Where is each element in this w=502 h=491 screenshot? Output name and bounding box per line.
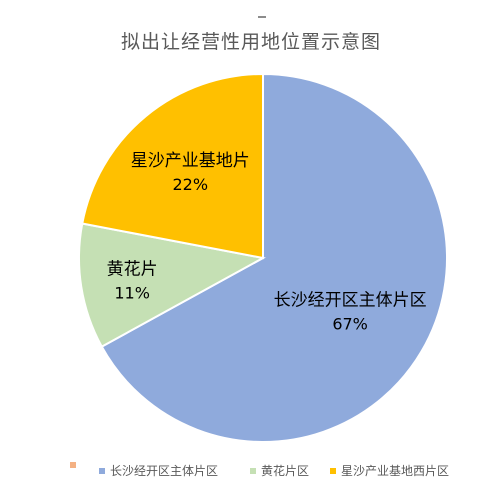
legend-swatch-2: [250, 467, 256, 474]
legend-item-0: [70, 462, 81, 468]
legend-label-1: 长沙经开区主体片区: [110, 464, 219, 478]
legend-item-3: 星沙产业基地西片区: [330, 462, 449, 479]
slice-value-label-2: 22%: [173, 175, 209, 194]
slice-label-0: 长沙经开区主体片区: [274, 291, 427, 311]
pie-slice-2: [81, 72, 264, 260]
legend-label-3: 星沙产业基地西片区: [341, 464, 450, 478]
legend-item-2: 黄花片区: [250, 462, 309, 479]
legend-swatch-1: [99, 467, 105, 474]
pie-slice-0: [100, 72, 448, 443]
legend-swatch-3: [330, 467, 336, 474]
slice-value-label-1: 11%: [114, 284, 150, 303]
slice-value-label-0: 67%: [332, 315, 368, 334]
title-accent-mark: [258, 16, 266, 18]
chart-title: 拟出让经营性用地位置示意图: [120, 31, 381, 53]
legend-item-1: 长沙经开区主体片区: [99, 462, 218, 479]
slice-label-2: 星沙产业基地片: [131, 151, 250, 171]
legend-swatch-0: [70, 462, 76, 468]
pie-slice-1: [78, 222, 266, 349]
legend-label-2: 黄花片区: [261, 464, 310, 478]
slice-label-1: 黄花片: [107, 260, 158, 280]
